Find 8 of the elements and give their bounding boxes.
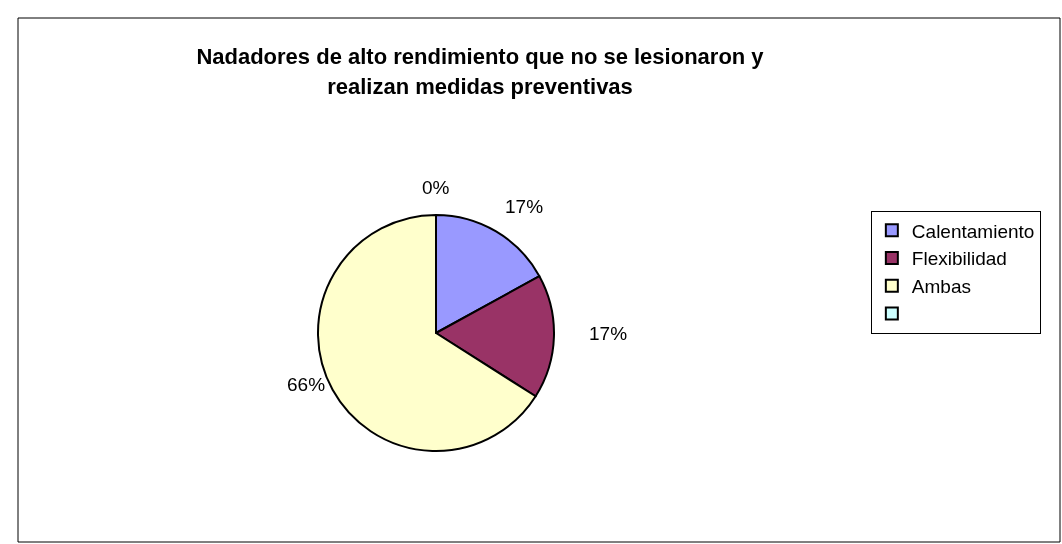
data-label: 17%: [505, 196, 544, 217]
data-label: 17%: [589, 323, 628, 344]
chart-title: Nadadores de alto rendimiento que no se lesionaron y realizan medidas preventivas: [195, 43, 765, 101]
data-label: 66%: [287, 374, 326, 395]
text: 0%: [422, 177, 450, 198]
legend-label: Calentamiento: [911, 220, 1035, 242]
legend-label: Flexibilidad: [911, 248, 1007, 270]
legend-label: Ambas: [911, 276, 971, 298]
